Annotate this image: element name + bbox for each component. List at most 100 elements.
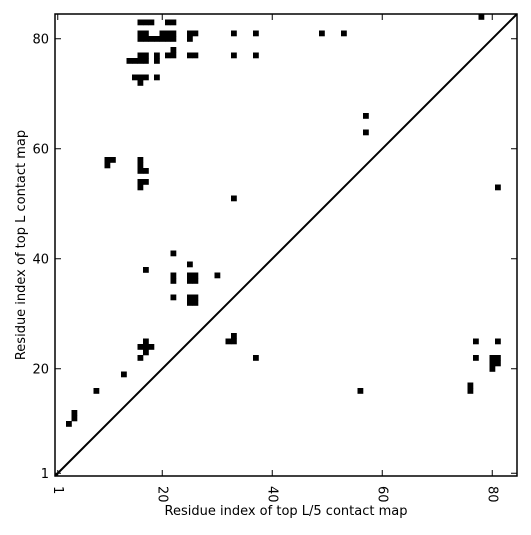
contact-cell-upper (170, 36, 177, 42)
y-tick-label: 60 (32, 142, 49, 157)
contact-cell-lower (495, 360, 501, 367)
contact-cell-upper (143, 349, 149, 356)
contact-cell-lower (467, 388, 474, 394)
contact-cells (66, 14, 501, 427)
contact-cell-upper (187, 52, 193, 59)
contact-cell-upper (143, 338, 149, 345)
contact-cell-upper (137, 58, 144, 64)
contact-cell-upper (137, 168, 144, 174)
contact-cell-upper (137, 162, 144, 169)
contact-cell-upper (192, 52, 199, 59)
contact-cell-lower (93, 388, 100, 394)
contact-cell-upper (170, 30, 177, 37)
contact-cell-lower (495, 338, 501, 345)
contact-cell-upper (132, 58, 138, 64)
contact-cell-upper (143, 30, 149, 37)
y-axis-label: Residue index of top L contact map (14, 130, 29, 360)
contact-cell-lower (71, 415, 78, 422)
y-tick-label: 20 (32, 362, 49, 377)
contact-cell-upper (363, 129, 369, 136)
contact-cell-upper (170, 250, 177, 257)
contact-cell-upper (187, 294, 193, 301)
contact-cell-upper (154, 36, 160, 42)
contact-cell-upper (137, 157, 144, 163)
contact-cell-upper (231, 333, 237, 339)
contact-cell-upper (165, 52, 171, 59)
contact-cell-upper (165, 19, 171, 26)
contact-cell-upper (104, 157, 111, 163)
contact-cell-upper (187, 272, 193, 279)
contact-cell-upper (110, 157, 116, 163)
contact-cell-upper (148, 344, 155, 350)
contact-cell-upper (165, 30, 171, 37)
contact-cell-upper (231, 52, 237, 59)
x-tick-label: 1 (50, 486, 65, 494)
contact-cell-upper (143, 267, 149, 273)
y-tick-label: 80 (32, 32, 49, 47)
contact-cell-upper (192, 272, 199, 279)
contact-cell-upper (192, 278, 199, 284)
contact-cell-upper (214, 272, 221, 279)
contact-cell-upper (478, 14, 485, 20)
contact-cell-upper (143, 19, 149, 26)
contact-cell-upper (132, 74, 138, 81)
contact-cell-upper (143, 179, 149, 185)
contact-cell-upper (253, 30, 259, 37)
contact-cell-upper (137, 184, 144, 191)
contact-cell-upper (159, 30, 166, 37)
contact-cell-upper (170, 278, 177, 284)
x-tick-label: 40 (264, 486, 279, 503)
contact-cell-upper (143, 74, 149, 81)
contact-cell-upper (148, 36, 155, 42)
contact-cell-upper (143, 344, 149, 350)
contact-cell-upper (137, 30, 144, 37)
contact-cell-upper (231, 338, 237, 345)
contact-cell-upper (231, 195, 237, 202)
contact-cell-upper (192, 30, 199, 37)
contact-cell-upper (231, 30, 237, 37)
contact-cell-lower (357, 388, 364, 394)
contact-cell-upper (187, 30, 193, 37)
contact-cell-upper (253, 355, 259, 361)
contact-cell-upper (170, 272, 177, 279)
contact-cell-upper (143, 58, 149, 64)
contact-cell-upper (143, 36, 149, 42)
contact-cell-upper (104, 162, 111, 169)
y-tick-label: 1 (41, 467, 49, 482)
diagonal-line (54, 13, 518, 477)
contact-cell-lower (489, 366, 496, 372)
contact-cell-upper (154, 58, 160, 64)
contact-cell-upper (137, 179, 144, 185)
contact-cell-upper (319, 30, 325, 37)
contact-cell-upper (137, 80, 144, 86)
contact-cell-upper (137, 19, 144, 26)
contact-cell-upper (192, 294, 199, 301)
contact-cell-upper (165, 36, 171, 42)
contact-cell-upper (137, 52, 144, 59)
contact-cell-upper (341, 30, 347, 37)
contact-cell-lower (467, 382, 474, 389)
contact-cell-upper (137, 74, 144, 81)
x-tick-label: 20 (154, 486, 169, 503)
contact-cell-upper (154, 52, 160, 59)
contact-cell-upper (187, 278, 193, 284)
axis-ticks: 1 20 40 60 80 1 20 40 60 80 (32, 14, 517, 503)
contact-cell-lower (473, 355, 479, 361)
contact-cell-lower (473, 338, 479, 345)
contact-cell-lower (71, 410, 78, 416)
contact-cell-upper (170, 19, 177, 26)
contact-cell-upper (170, 294, 177, 301)
contact-cell-upper (143, 168, 149, 174)
contact-cell-upper (137, 355, 144, 361)
x-tick-label: 60 (374, 486, 389, 503)
contact-cell-upper (137, 36, 144, 42)
contact-cell-upper (253, 52, 259, 59)
contact-cell-upper (137, 344, 144, 350)
x-tick-label: 80 (484, 486, 499, 503)
contact-cell-lower (66, 421, 72, 427)
contact-cell-upper (121, 371, 127, 378)
contact-cell-upper (187, 261, 193, 268)
contact-cell-upper (170, 52, 177, 59)
